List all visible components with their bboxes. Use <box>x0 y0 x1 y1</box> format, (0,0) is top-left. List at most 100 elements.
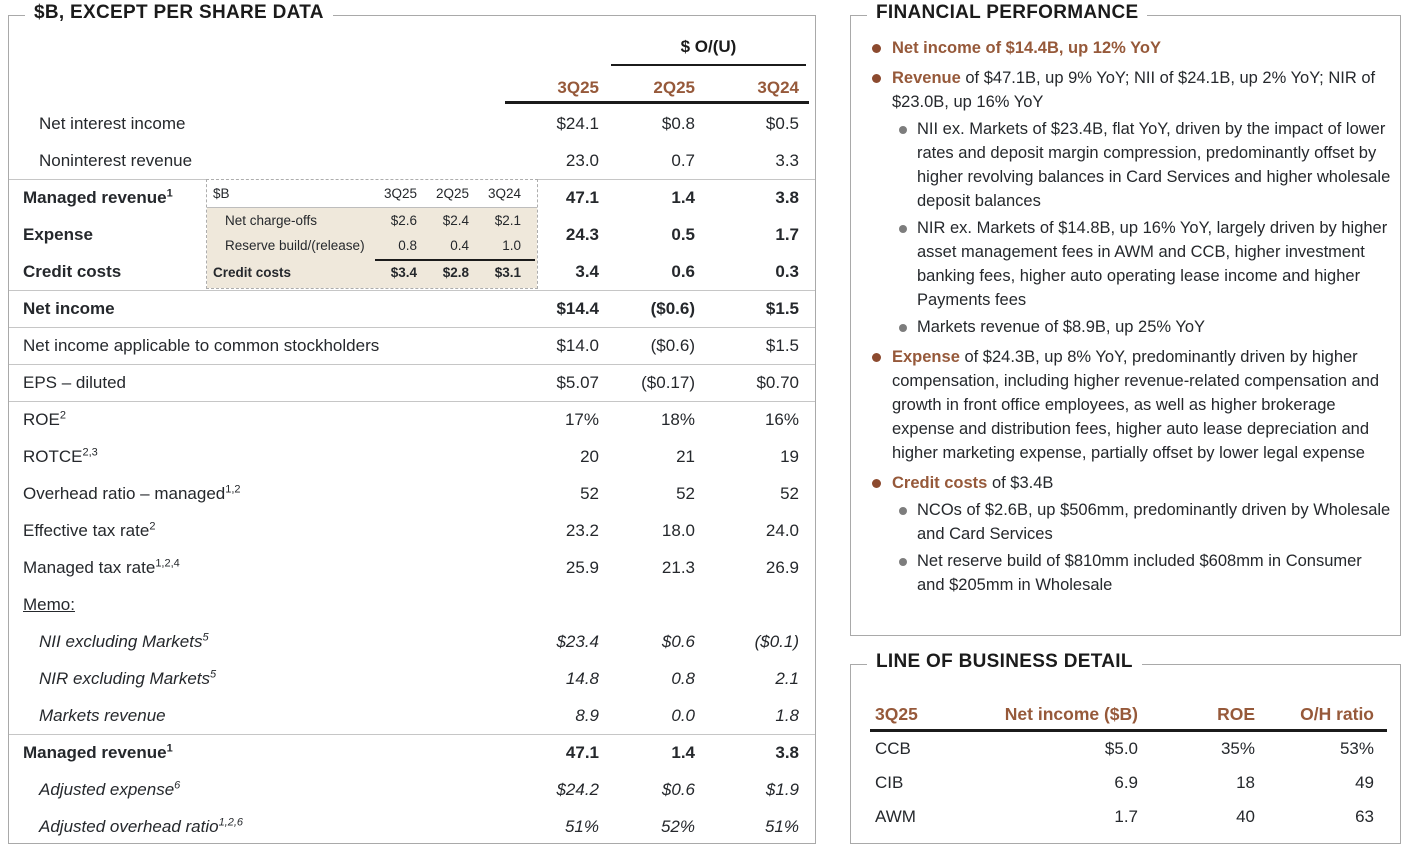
row-value: $14.4 <box>556 299 599 318</box>
left-table-row: ROTCE2,3 20 21 19 <box>9 438 815 475</box>
header-rule <box>505 101 809 104</box>
row-label: Credit costs <box>23 261 122 281</box>
bullet-text: Credit costs of $3.4B <box>892 474 1054 492</box>
row-value: 19 <box>780 446 799 466</box>
bullet-item: Revenue of $47.1B, up 9% YoY; NII of $24… <box>851 66 1392 114</box>
row-value: 2.1 <box>775 668 799 688</box>
lob-row: AWM 1.7 40 63 <box>851 800 1400 834</box>
sub-bullet-item: NIR ex. Markets of $14.8B, up 16% YoY, l… <box>851 216 1392 312</box>
inset-row-value: $2.1 <box>494 213 521 228</box>
row-value: 21.3 <box>661 557 695 577</box>
row-value: 1.4 <box>671 743 695 762</box>
row-value: 3.4 <box>575 261 599 281</box>
inset-row-value: 0.8 <box>398 238 417 253</box>
row-value: $24.1 <box>556 113 599 133</box>
bullet-text: NIR ex. Markets of $14.8B, up 16% YoY, l… <box>917 219 1388 309</box>
column-header-row: 3Q25 2Q25 3Q24 <box>9 76 815 100</box>
row-value: 16% <box>764 410 799 429</box>
inset-row-value: 0.4 <box>450 238 469 253</box>
financial-summary-panel: $B, EXCEPT PER SHARE DATA $ O/(U) 3Q25 2… <box>8 2 816 845</box>
sub-bullet-item: NCOs of $2.6B, up $506mm, predominantly … <box>851 498 1392 546</box>
over-under-underline <box>611 64 806 66</box>
row-label: Net income applicable to common stockhol… <box>23 336 380 355</box>
inset-row-value: $2.4 <box>442 213 469 228</box>
left-table-row: Credit costs 3.4 0.6 0.3 <box>9 253 815 290</box>
bullet-text: Net income of $14.4B, up 12% YoY <box>892 36 1161 60</box>
bullet-text: NCOs of $2.6B, up $506mm, predominantly … <box>917 501 1391 543</box>
lob-row-value: 49 <box>1355 773 1374 792</box>
left-table-row: ROE2 17% 18% 16% <box>9 401 815 438</box>
row-label: NIR excluding Markets5 <box>39 667 217 688</box>
left-table-row: NII excluding Markets5 $23.4 $0.6 ($0.1) <box>9 623 815 660</box>
left-table-row: Managed revenue1 47.1 1.4 3.8 <box>9 734 815 771</box>
lob-header-rule <box>870 729 1387 732</box>
inset-unit-label: $B <box>213 186 230 201</box>
row-value: ($0.6) <box>650 336 695 355</box>
row-value: 20 <box>580 446 599 466</box>
left-table-row: Adjusted overhead ratio1,2,6 51% 52% 51% <box>9 808 815 845</box>
row-value: $1.5 <box>765 299 799 318</box>
row-value: $23.4 <box>556 631 599 651</box>
inset-header-row: $B 3Q25 2Q25 3Q24 <box>207 180 537 208</box>
row-label: Markets revenue <box>39 705 166 725</box>
bullet-lead: Net income of $14.4B, up 12% YoY <box>892 39 1161 57</box>
row-label: Managed revenue1 <box>23 742 173 762</box>
row-value: 1.4 <box>671 188 695 207</box>
row-value: 52% <box>660 816 695 836</box>
row-value: 47.1 <box>565 188 599 207</box>
row-value: 1.7 <box>775 224 799 244</box>
row-label: Managed revenue1 <box>23 187 173 207</box>
lob-row-label: CCB <box>875 739 911 758</box>
left-table-row: Managed tax rate1,2,4 25.9 21.3 26.9 <box>9 549 815 586</box>
row-value: 17% <box>564 410 599 429</box>
row-label: Effective tax rate2 <box>23 519 156 540</box>
row-value: ($0.6) <box>650 299 695 318</box>
financial-performance-panel: FINANCIAL PERFORMANCE Net income of $14.… <box>850 2 1401 636</box>
row-value: $24.2 <box>556 779 599 799</box>
row-value: 3.8 <box>775 188 799 207</box>
inset-row-value: $3.4 <box>390 265 417 280</box>
bullet-item: Net income of $14.4B, up 12% YoY <box>851 36 1392 60</box>
row-label: ROTCE2,3 <box>23 445 98 466</box>
bullet-lead: Expense <box>892 348 960 366</box>
line-of-business-title: LINE OF BUSINESS DETAIL <box>867 651 1142 673</box>
row-label: NII excluding Markets5 <box>39 630 209 651</box>
row-value: 21 <box>676 446 695 466</box>
row-label: Net interest income <box>39 113 186 133</box>
row-label: ROE2 <box>23 409 66 429</box>
bullet-text: Markets revenue of $8.9B, up 25% YoY <box>917 318 1206 336</box>
row-value: 51% <box>764 816 799 836</box>
left-table-rows: Net interest income $24.1 $0.8 $0.5 Noninter… <box>9 105 815 845</box>
row-value: $5.07 <box>556 373 599 392</box>
row-label: Noninterest revenue <box>39 150 193 170</box>
row-label: Net income <box>23 299 115 318</box>
row-value: 0.3 <box>775 261 799 281</box>
inset-row: Credit costs $3.4 $2.8 $3.1 <box>207 258 537 287</box>
inset-row-label: Reserve build/(release) <box>225 238 365 253</box>
row-value: ($0.17) <box>641 373 695 392</box>
row-value: 1.8 <box>775 705 799 725</box>
row-value: $14.0 <box>556 336 599 355</box>
lob-column-net-income: Net income ($B) <box>1004 703 1138 724</box>
row-value: 23.0 <box>565 150 599 170</box>
bullet-text: NII ex. Markets of $23.4B, flat YoY, dri… <box>917 120 1391 210</box>
gray-bullet-icon <box>899 558 907 566</box>
sub-bullet-item: Net reserve build of $810mm included $60… <box>851 549 1392 597</box>
row-value: 14.8 <box>565 668 599 688</box>
lob-row-value: 53% <box>1339 739 1374 758</box>
row-label: Managed tax rate1,2,4 <box>23 556 180 577</box>
lob-row-value: 63 <box>1355 807 1374 826</box>
left-table-row: Adjusted expense6 $24.2 $0.6 $1.9 <box>9 771 815 808</box>
bullet-text: Expense of $24.3B, up 8% YoY, predominan… <box>892 348 1380 462</box>
left-table-row: Memo: <box>9 586 815 623</box>
left-table-row: Expense 24.3 0.5 1.7 <box>9 216 815 253</box>
row-value: 3.8 <box>775 743 799 762</box>
inset-row-label: Credit costs <box>213 265 292 280</box>
row-value: 0.8 <box>671 668 695 688</box>
row-value: 8.9 <box>575 705 599 725</box>
left-table-row: Effective tax rate2 23.2 18.0 24.0 <box>9 512 815 549</box>
gray-bullet-icon <box>899 225 907 233</box>
row-value: $0.5 <box>765 113 799 133</box>
row-label: EPS – diluted <box>23 373 127 392</box>
lob-column-3q25: 3Q25 <box>875 703 918 724</box>
